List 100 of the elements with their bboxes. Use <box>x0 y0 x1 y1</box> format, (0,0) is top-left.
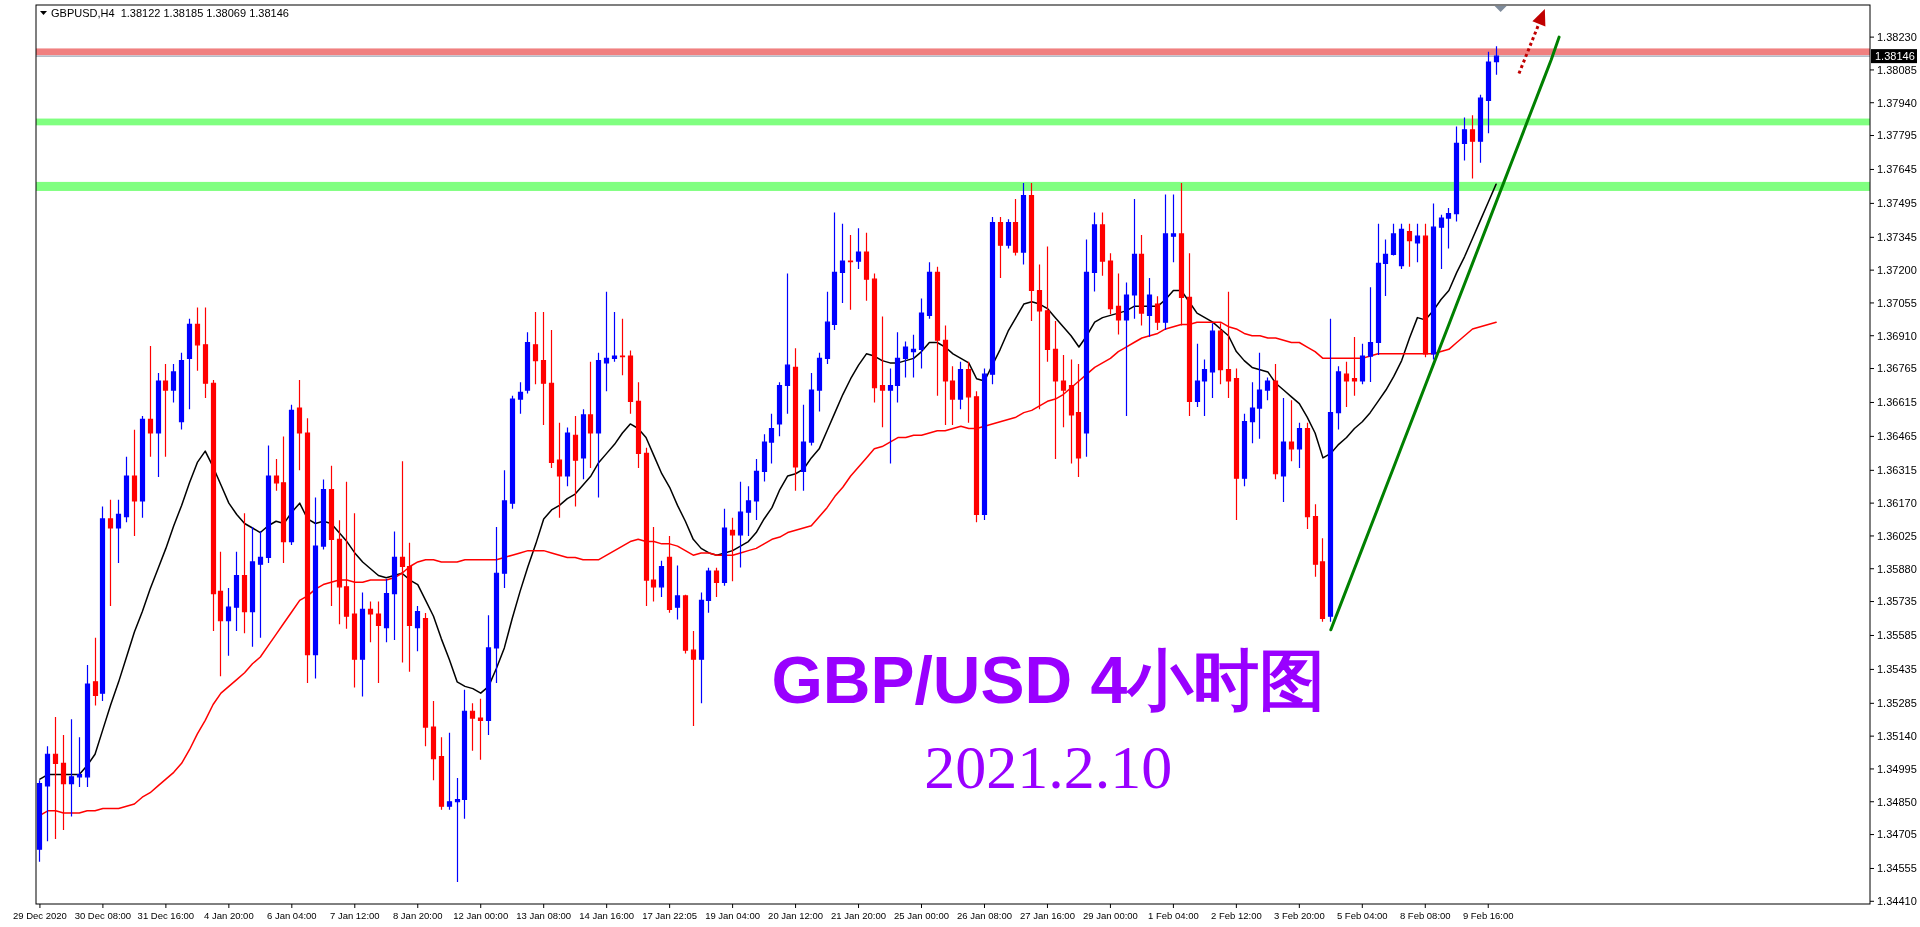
ref-line-label: 1.38146 <box>1875 49 1915 62</box>
candlestick <box>619 318 626 376</box>
candlestick <box>1131 198 1138 319</box>
y-tick-label: 1.36315 <box>1877 464 1917 477</box>
y-tick-label: 1.34555 <box>1877 862 1917 875</box>
candlestick <box>147 345 154 457</box>
candlestick <box>831 212 838 331</box>
candlestick <box>942 325 949 426</box>
x-tick-label: 19 Jan 04:00 <box>705 910 761 921</box>
candlestick <box>123 456 130 523</box>
candlestick <box>690 630 697 726</box>
candlestick <box>572 416 579 507</box>
y-tick-label: 1.35735 <box>1877 595 1917 608</box>
candlestick <box>808 373 815 446</box>
candlestick <box>406 542 413 672</box>
y-tick-label: 1.35880 <box>1877 562 1917 575</box>
candlestick <box>1469 115 1476 179</box>
y-tick-label: 1.37055 <box>1877 296 1917 309</box>
x-tick-label: 6 Jan 04:00 <box>266 910 317 921</box>
candlestick <box>847 235 854 310</box>
candlestick <box>1477 94 1484 163</box>
candlestick <box>351 513 358 688</box>
candlestick <box>155 373 162 478</box>
x-tick-label: 9 Feb 16:00 <box>1462 910 1514 921</box>
candlestick <box>131 429 138 536</box>
candlestick <box>391 531 398 640</box>
candlestick <box>894 332 901 403</box>
candlestick <box>1319 538 1326 622</box>
x-tick-label: 29 Jan 00:00 <box>1082 910 1138 921</box>
candlestick <box>705 567 712 613</box>
candlestick <box>265 445 272 564</box>
candlestick <box>965 361 972 423</box>
candlestick <box>68 719 75 817</box>
candlestick <box>839 223 846 303</box>
y-tick-label: 1.34705 <box>1877 828 1917 841</box>
candlestick <box>997 217 1004 279</box>
candlestick <box>1138 235 1145 326</box>
annotation: GBPUSD,H4 1.38122 1.38185 1.38069 1.38146 <box>51 7 289 19</box>
candlestick <box>627 350 634 414</box>
candlestick <box>658 560 665 597</box>
candlestick <box>328 465 335 607</box>
candlestick <box>611 312 618 362</box>
candlestick <box>1099 212 1106 276</box>
candlestick <box>430 701 437 781</box>
y-tick-label: 1.35140 <box>1877 729 1917 742</box>
candlestick <box>792 348 799 491</box>
x-tick-label: 12 Jan 00:00 <box>453 910 509 921</box>
line-series <box>1329 35 1561 632</box>
x-tick-label: 13 Jan 08:00 <box>516 910 572 921</box>
candlestick <box>863 232 870 301</box>
candlestick <box>784 273 791 414</box>
candlestick <box>1154 296 1161 331</box>
candlestick <box>44 746 51 842</box>
candlestick <box>776 382 783 437</box>
candlestick <box>580 409 587 480</box>
y-tick-label: 1.37345 <box>1877 231 1917 244</box>
candlestick <box>375 601 382 683</box>
candlestick <box>1068 359 1075 464</box>
candlestick <box>674 565 681 620</box>
candlestick <box>1288 400 1295 462</box>
candlestick <box>879 316 886 428</box>
candlestick <box>1445 207 1452 249</box>
candlestick <box>635 382 642 469</box>
y-tick-label: 1.38085 <box>1877 63 1917 76</box>
candlestick <box>454 778 461 883</box>
candlestick <box>517 382 524 414</box>
x-tick-label: 20 Jan 12:00 <box>768 910 824 921</box>
candlestick <box>115 499 122 564</box>
candlestick <box>650 526 657 602</box>
candlestick <box>1201 359 1208 417</box>
candlestick <box>469 703 476 751</box>
y-tick-label: 1.36465 <box>1877 430 1917 443</box>
x-tick-label: 7 Jan 12:00 <box>329 910 380 921</box>
candlestick <box>399 461 406 663</box>
candlestick <box>493 526 500 683</box>
candlestick <box>343 481 350 629</box>
candlestick <box>438 737 445 810</box>
x-tick-label: 26 Jan 08:00 <box>957 910 1012 921</box>
candlestick <box>273 459 280 491</box>
candlestick <box>1020 183 1027 265</box>
x-tick-label: 4 Jan 20:00 <box>204 910 254 921</box>
candlestick <box>1351 336 1358 396</box>
candlestick <box>1296 422 1303 469</box>
candlestick <box>186 318 193 410</box>
candlestick <box>477 698 484 760</box>
candlestick <box>1382 239 1389 297</box>
candlestick <box>540 312 547 426</box>
candlestick <box>1256 352 1263 439</box>
candlestick <box>257 531 264 638</box>
candlestick <box>1194 343 1201 407</box>
candlestick <box>1327 318 1334 622</box>
candlestick <box>761 434 768 482</box>
candlestick <box>1343 361 1350 407</box>
candlestick <box>587 361 594 469</box>
y-tick-label: 1.35585 <box>1877 629 1917 642</box>
candlestick <box>729 517 736 582</box>
candlestick <box>556 422 563 518</box>
candlestick <box>957 361 964 410</box>
candlestick <box>949 366 956 426</box>
candlestick <box>1005 219 1012 249</box>
